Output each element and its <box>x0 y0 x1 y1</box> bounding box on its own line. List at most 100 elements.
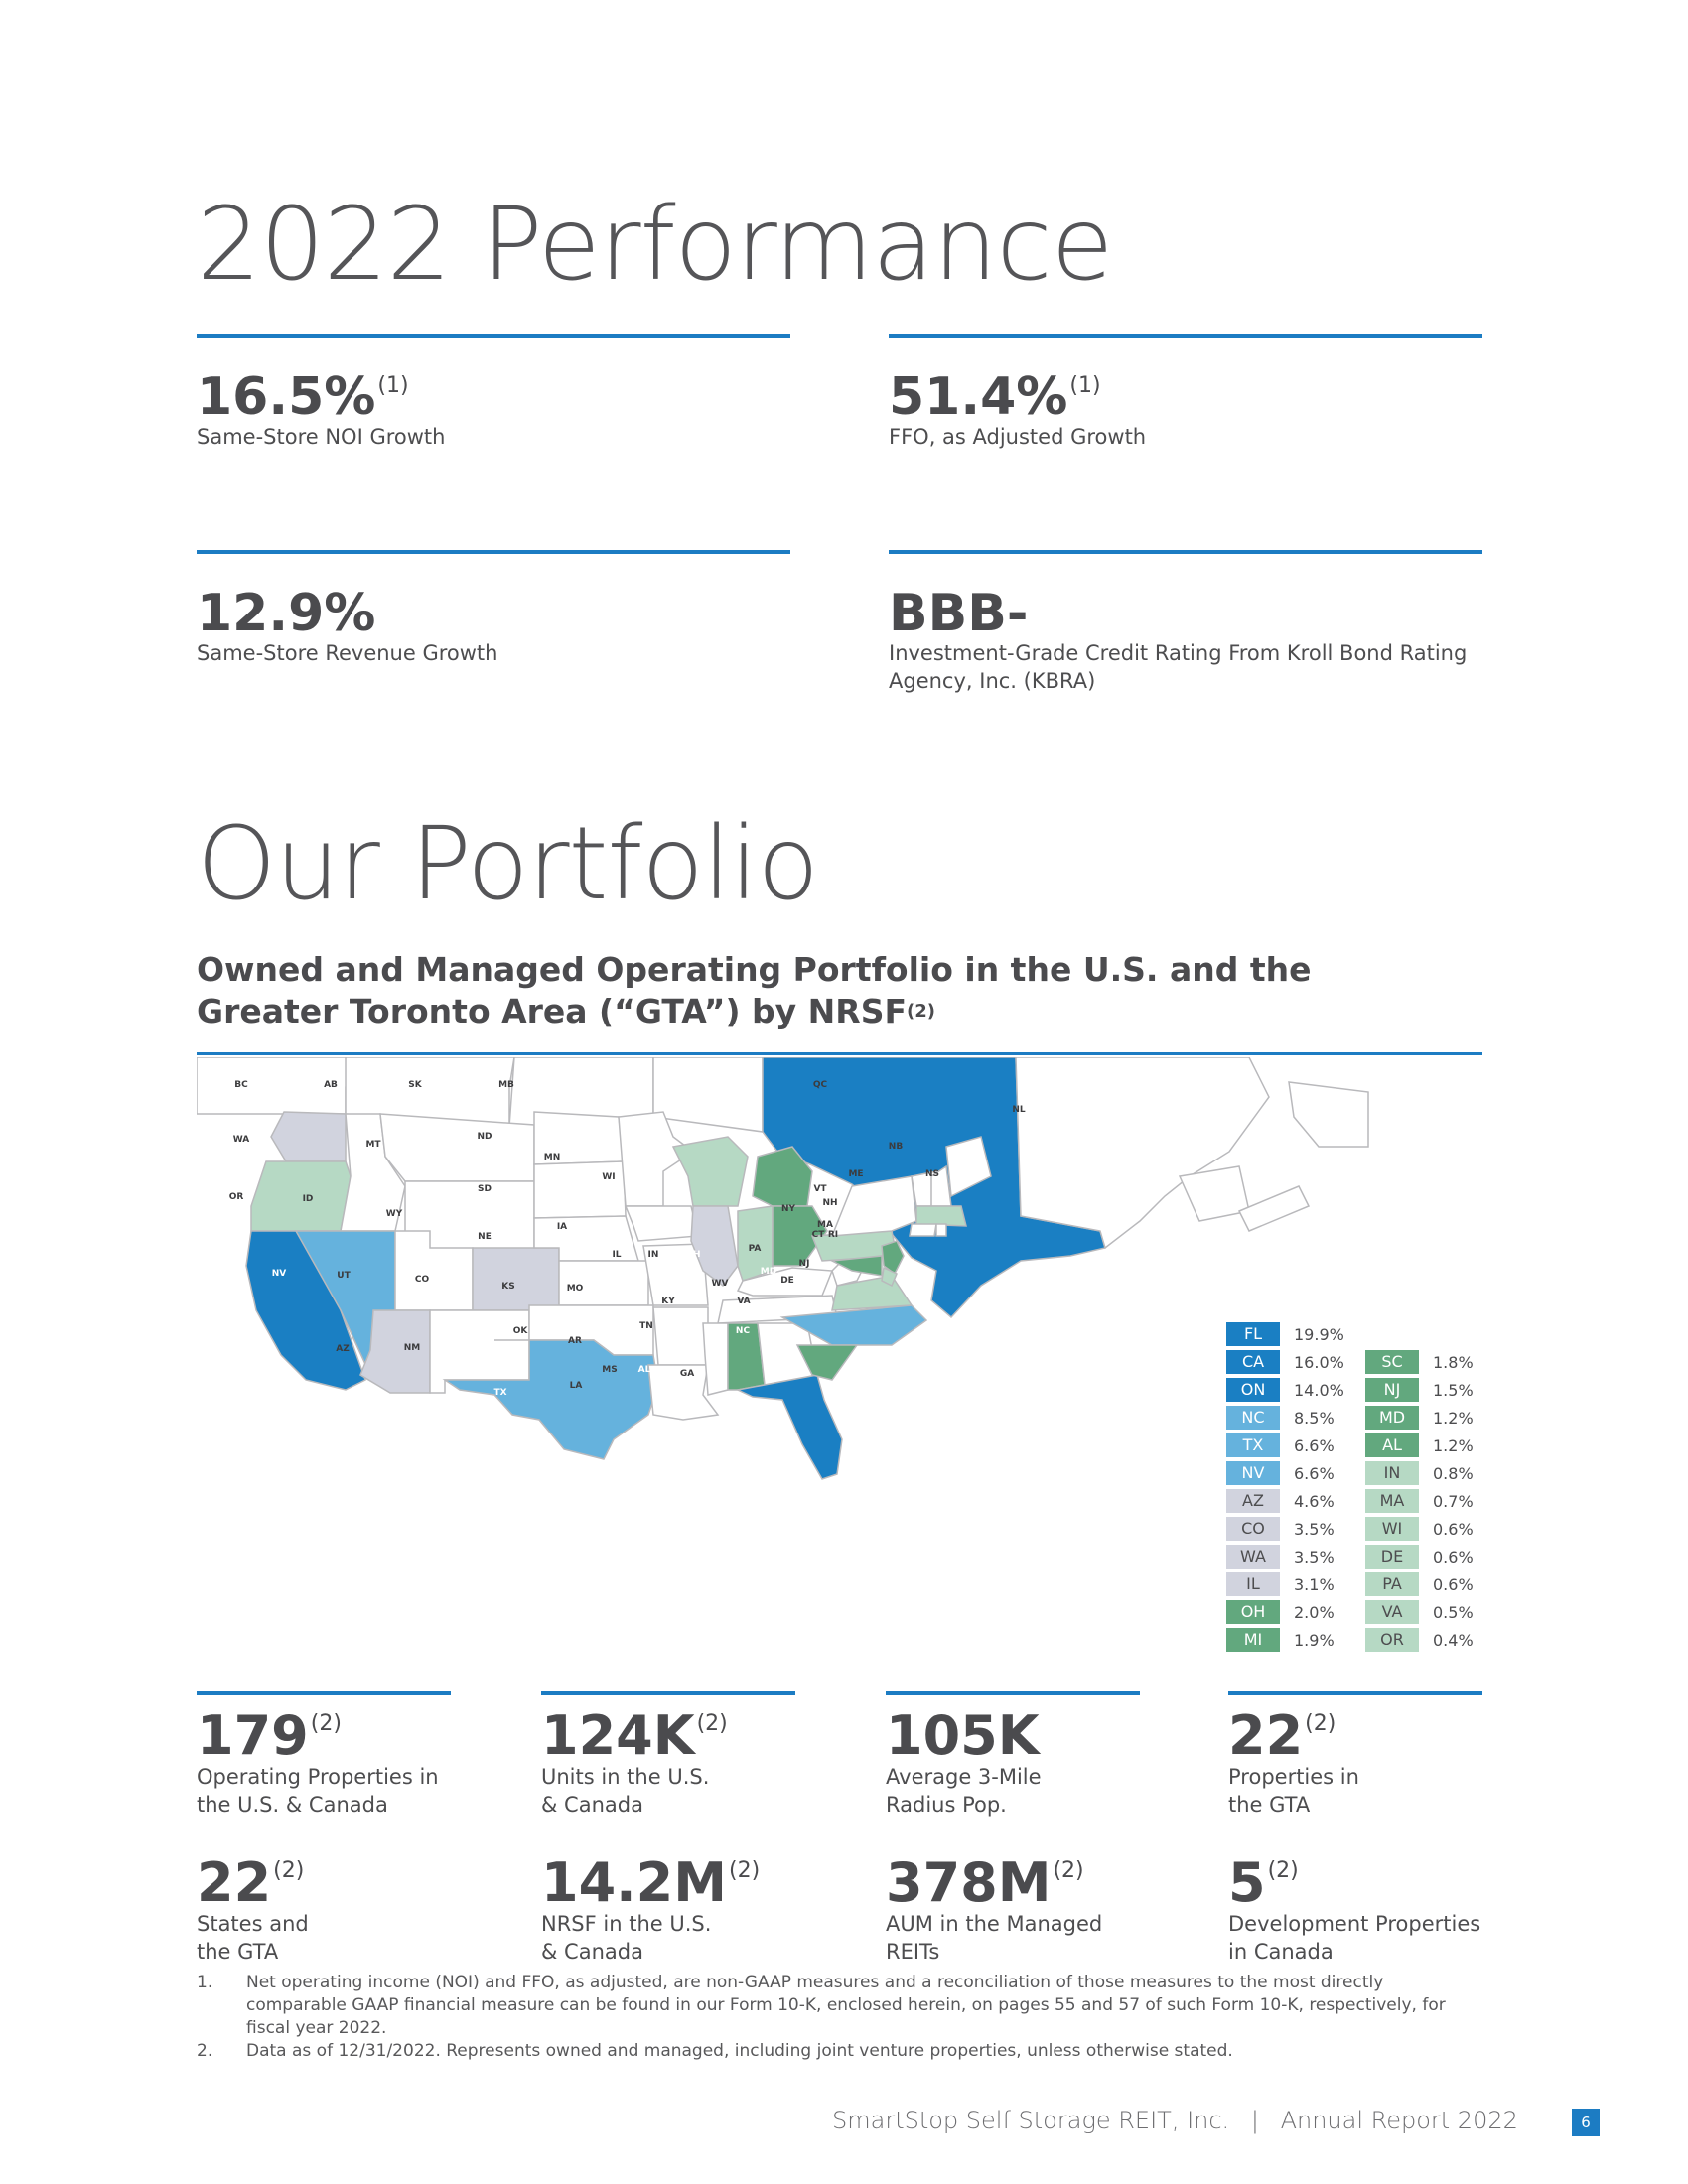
stat-label: Average 3-Mile Radius Pop. <box>886 1765 1042 1817</box>
legend-value: 3.5% <box>1294 1519 1335 1539</box>
legend-row-de: DE 0.6% <box>1365 1543 1502 1570</box>
legend-row-co: CO 3.5% <box>1226 1515 1363 1543</box>
divider-rule <box>197 334 790 338</box>
state-label-nm: NM <box>404 1343 421 1353</box>
state-label-co: CO <box>415 1275 430 1285</box>
stat-label: Development Properties in Canada <box>1228 1912 1481 1964</box>
legend-state-swatch: PA <box>1365 1572 1419 1596</box>
state-label-nd: ND <box>477 1132 492 1142</box>
state-label-de: DE <box>780 1276 794 1286</box>
legend-row-in: IN 0.8% <box>1365 1459 1502 1487</box>
nrsf-state-map: BC AB SK MB ON QC NL NB NS ME VT NH MA C… <box>196 1056 1482 1653</box>
stat-label: Units in the U.S. & Canada <box>541 1765 710 1817</box>
portfolio-subtitle: Owned and Managed Operating Portfolio in… <box>197 950 1312 1030</box>
state-label-vt: VT <box>813 1184 827 1194</box>
state-label-id: ID <box>303 1194 314 1204</box>
legend-row-pa: PA 0.6% <box>1365 1570 1502 1598</box>
legend-value: 0.5% <box>1433 1602 1474 1622</box>
legend-row-fl: FL 19.9% <box>1226 1320 1363 1348</box>
legend-state-swatch: MA <box>1365 1489 1419 1513</box>
state-label-bc: BC <box>234 1080 248 1090</box>
legend-value: 3.1% <box>1294 1574 1335 1594</box>
kpi-value: 12.9% <box>197 584 376 643</box>
stat-operating-properties: 179(2) Operating Properties in the U.S. … <box>197 1709 465 1819</box>
region-nl <box>1288 1081 1369 1148</box>
state-label-wy: WY <box>386 1209 403 1219</box>
divider-rule <box>1228 1691 1482 1695</box>
state-label-ct: CT <box>812 1230 826 1240</box>
state-label-nj: NJ <box>799 1259 810 1269</box>
footnotes: 1. Net operating income (NOI) and FFO, a… <box>197 1972 1487 2063</box>
region-or <box>250 1160 352 1232</box>
region-ms <box>702 1322 729 1396</box>
state-label-wi: WI <box>602 1172 615 1182</box>
legend-row-mi: MI 1.9% <box>1226 1626 1363 1654</box>
legend-row-md: MD 1.2% <box>1365 1404 1502 1432</box>
stat-value: 179(2) <box>197 1705 342 1767</box>
legend-row-wa: WA 3.5% <box>1226 1543 1363 1570</box>
state-label-tn: TN <box>639 1321 653 1331</box>
map-state-labels: BC AB SK MB ON QC NL NB NS ME VT NH MA C… <box>229 1080 1026 1418</box>
legend-row-az: AZ 4.6% <box>1226 1487 1363 1515</box>
state-label-mo: MO <box>567 1284 584 1294</box>
region-mt <box>379 1113 535 1182</box>
kpi-noi-growth: 16.5%(1) Same-Store NOI Growth <box>197 371 782 451</box>
legend-value: 8.5% <box>1294 1408 1335 1428</box>
legend-state-swatch: TX <box>1226 1433 1280 1457</box>
region-sd <box>533 1160 627 1219</box>
legend-value: 1.8% <box>1433 1352 1474 1372</box>
state-label-wv: WV <box>712 1279 729 1289</box>
state-label-or: OR <box>229 1192 244 1202</box>
divider-rule <box>197 1691 451 1695</box>
legend-state-swatch: AZ <box>1226 1489 1280 1513</box>
stat-aum: 378M(2) AUM in the Managed REITs <box>886 1856 1124 1966</box>
state-label-qc: QC <box>813 1080 828 1090</box>
footnote-item: 2. Data as of 12/31/2022. Represents own… <box>197 2040 1487 2063</box>
legend-value: 1.9% <box>1294 1630 1335 1650</box>
legend-state-swatch: WI <box>1365 1517 1419 1541</box>
state-label-ma: MA <box>817 1220 833 1230</box>
legend-state-swatch: VA <box>1365 1600 1419 1624</box>
map-svg: BC AB SK MB ON QC NL NB NS ME VT NH MA C… <box>196 1056 1369 1480</box>
legend-state-swatch: SC <box>1365 1350 1419 1374</box>
legend-value: 3.5% <box>1294 1547 1335 1567</box>
footnote-text: Net operating income (NOI) and FFO, as a… <box>246 1973 1446 2038</box>
state-label-il: IL <box>612 1250 621 1260</box>
footer-line: SmartStop Self Storage REIT, Inc. | Annu… <box>832 2107 1518 2134</box>
divider-rule <box>886 1691 1140 1695</box>
stat-nrsf: 14.2M(2) NRSF in the U.S. & Canada <box>541 1856 760 1966</box>
state-label-ia: IA <box>557 1222 567 1232</box>
stat-value: 5(2) <box>1228 1851 1299 1914</box>
state-label-fl: FL <box>697 1408 709 1418</box>
legend-state-swatch: OH <box>1226 1600 1280 1624</box>
legend-state-swatch: IN <box>1365 1461 1419 1485</box>
state-label-nh: NH <box>822 1198 837 1208</box>
region-mb <box>652 1056 764 1133</box>
state-label-mn: MN <box>544 1153 561 1162</box>
legend-row-nj: NJ 1.5% <box>1365 1376 1502 1404</box>
stat-units: 124K(2) Units in the U.S. & Canada <box>541 1709 728 1819</box>
legend-value: 2.0% <box>1294 1602 1335 1622</box>
legend-row-il: IL 3.1% <box>1226 1570 1363 1598</box>
legend-value: 19.9% <box>1294 1324 1344 1344</box>
state-label-al: AL <box>638 1365 651 1375</box>
region-ct <box>909 1223 937 1237</box>
region-nc <box>779 1304 928 1346</box>
legend-state-swatch: WA <box>1226 1545 1280 1569</box>
kpi-value: 16.5%(1) <box>197 367 409 427</box>
stat-value: 105K <box>886 1705 1040 1767</box>
portfolio-title: Our Portfolio <box>197 805 819 923</box>
region-ny <box>830 1175 917 1237</box>
region-ar <box>652 1306 709 1366</box>
region-in <box>737 1205 774 1282</box>
state-label-la: LA <box>570 1381 583 1391</box>
divider-rule <box>541 1691 795 1695</box>
state-label-nc: NC <box>736 1326 751 1336</box>
state-label-oh: OH <box>685 1250 700 1260</box>
state-label-mb: MB <box>498 1080 514 1090</box>
divider-rule <box>197 1052 1482 1055</box>
divider-rule <box>889 550 1482 554</box>
stat-label: Operating Properties in the U.S. & Canad… <box>197 1765 439 1817</box>
legend-state-swatch: NV <box>1226 1461 1280 1485</box>
legend-row-nv: NV 6.6% <box>1226 1459 1363 1487</box>
